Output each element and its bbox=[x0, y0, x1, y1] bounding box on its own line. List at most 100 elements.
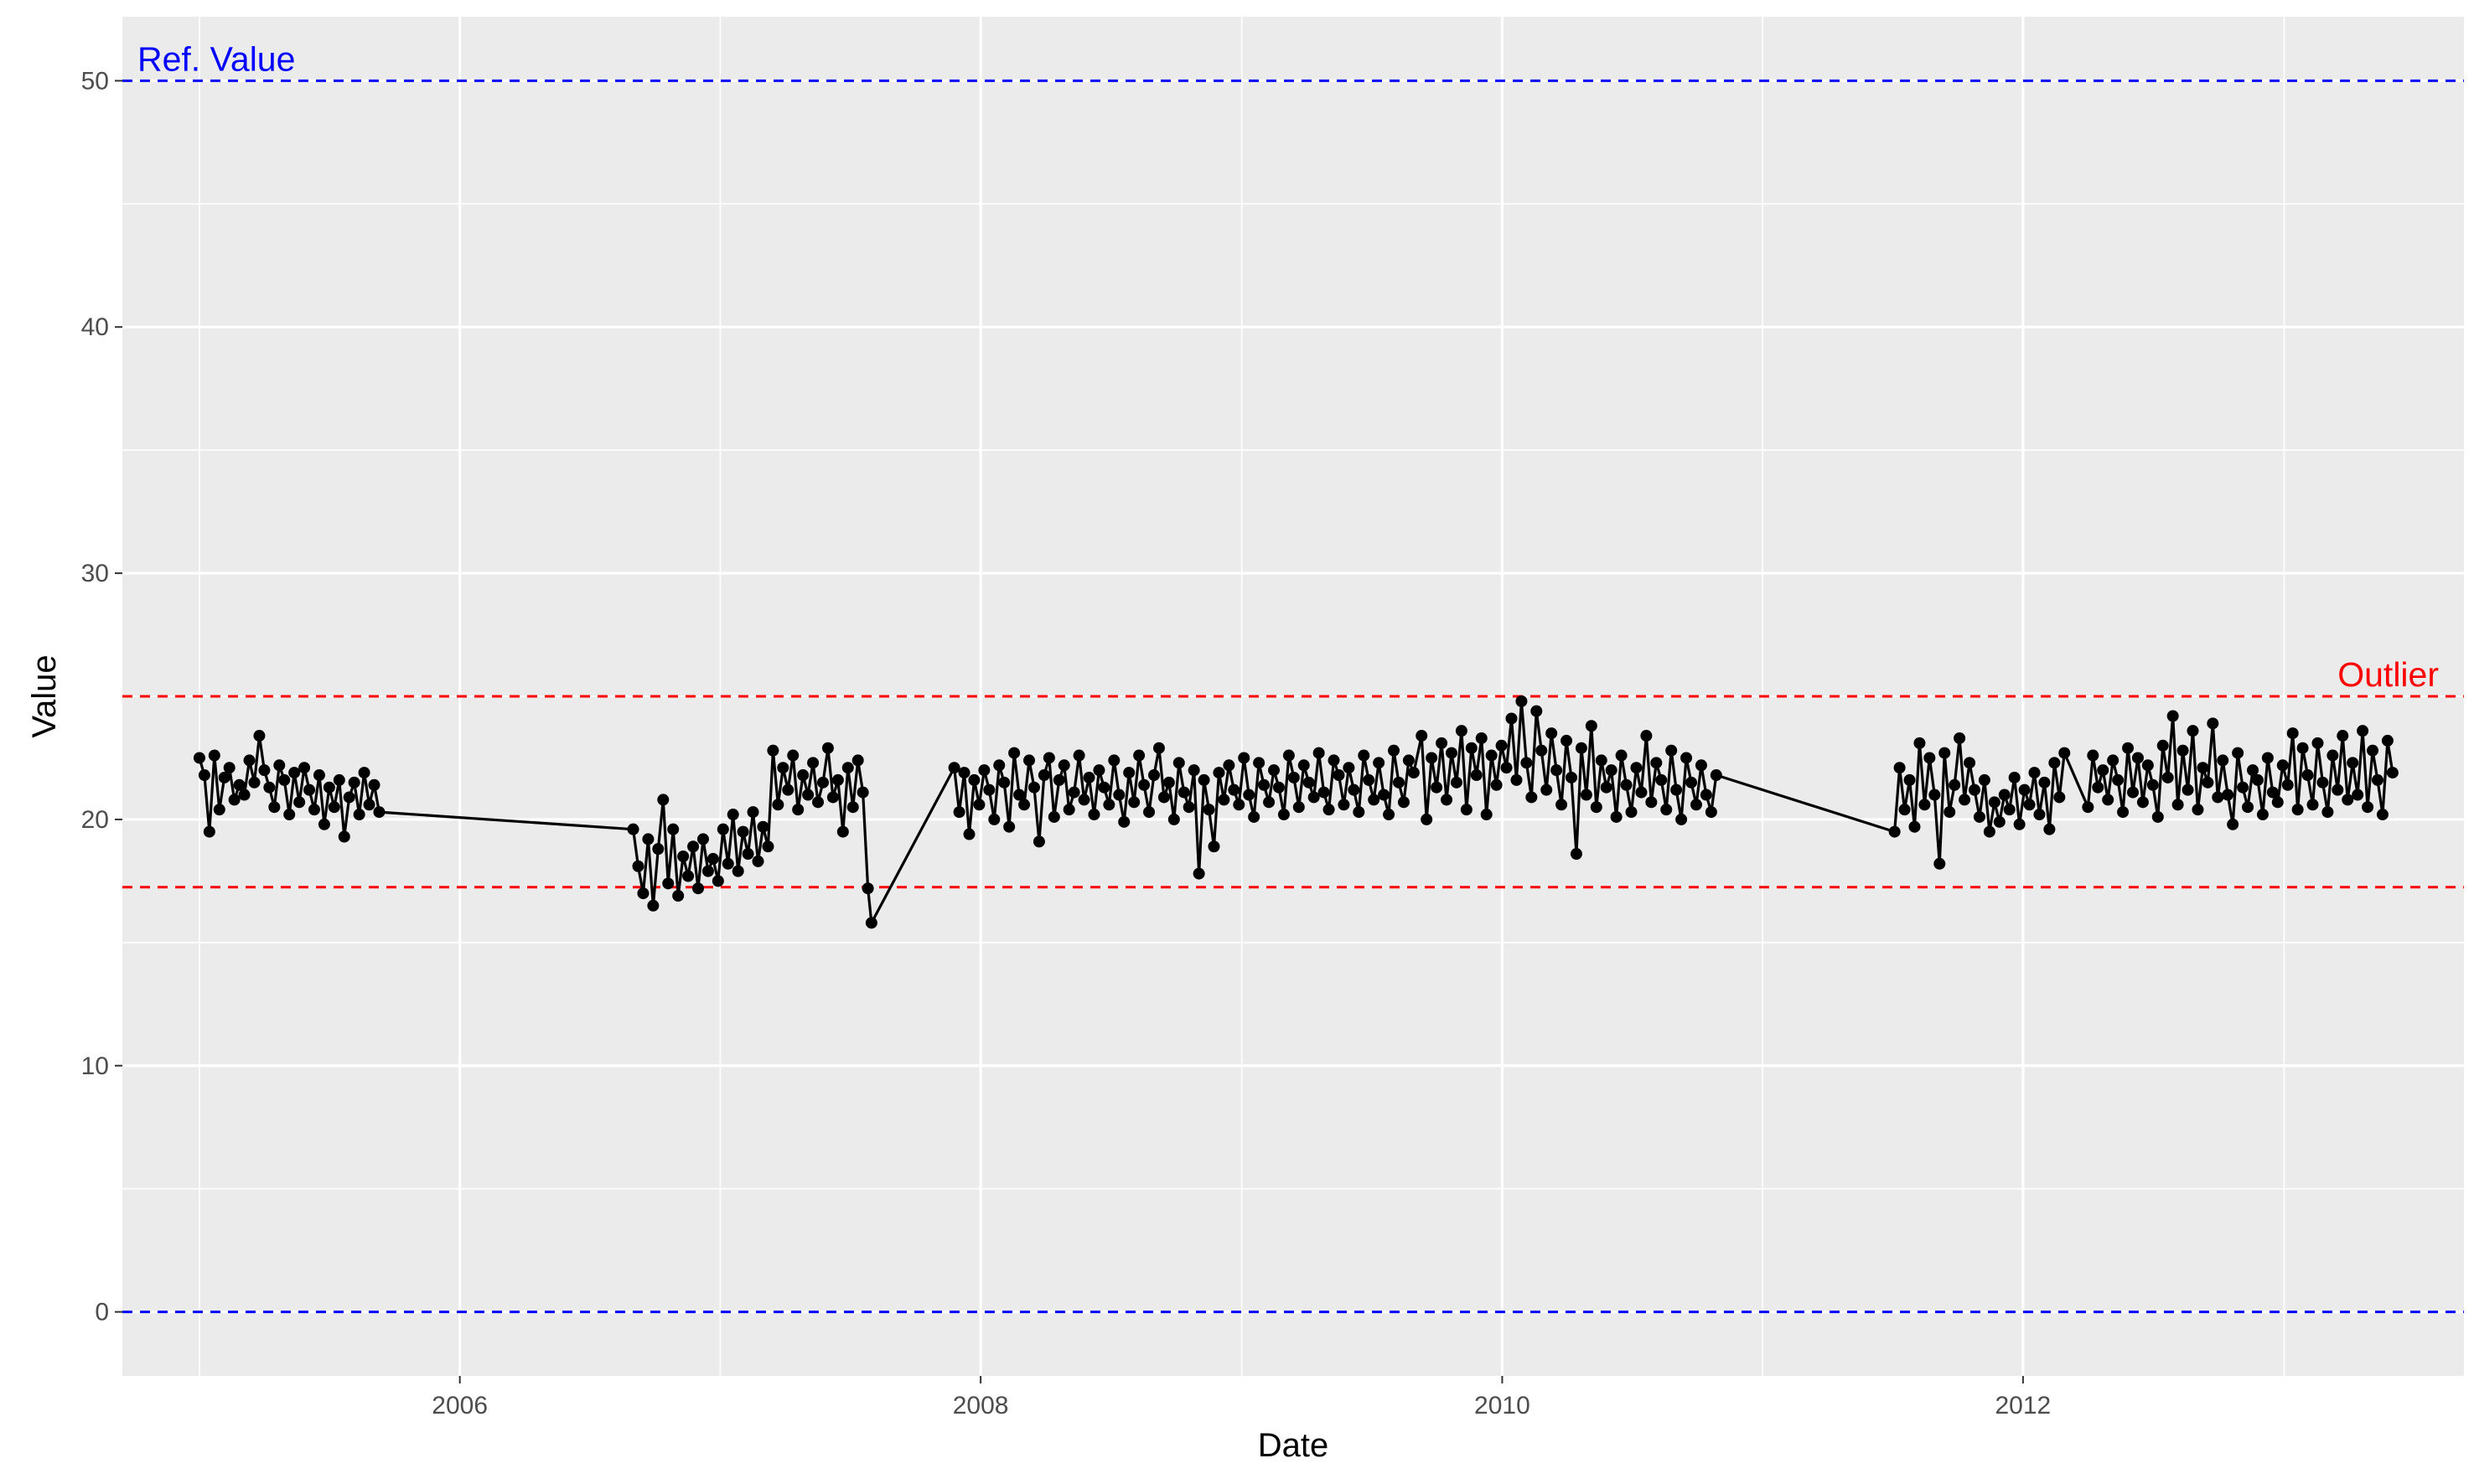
data-point bbox=[1566, 771, 1578, 783]
data-point bbox=[1013, 789, 1026, 801]
data-point bbox=[1585, 720, 1597, 732]
data-point bbox=[308, 804, 321, 816]
data-point bbox=[253, 730, 266, 742]
data-point bbox=[2237, 781, 2249, 794]
data-point bbox=[2261, 752, 2274, 764]
data-point bbox=[647, 899, 660, 912]
data-point bbox=[1465, 742, 1478, 754]
data-point bbox=[2242, 801, 2254, 814]
data-point bbox=[1505, 712, 1518, 725]
series-line-segment bbox=[1022, 760, 1031, 805]
series-line-segment bbox=[2326, 755, 2334, 813]
series-line-segment bbox=[953, 768, 961, 813]
data-point bbox=[1268, 764, 1281, 777]
data-point bbox=[1228, 783, 1240, 796]
series-line-segment bbox=[1440, 742, 1448, 800]
data-point bbox=[1665, 744, 1678, 757]
data-point bbox=[2097, 764, 2109, 777]
data-point bbox=[1520, 757, 1533, 769]
data-point bbox=[2092, 781, 2104, 794]
series-line-segment bbox=[358, 772, 366, 815]
data-point bbox=[2232, 747, 2244, 759]
data-point bbox=[1625, 806, 1638, 819]
series-line-segment bbox=[691, 846, 700, 889]
data-point bbox=[2146, 778, 2159, 791]
data-point bbox=[2166, 710, 2179, 722]
series-line-segment bbox=[379, 810, 634, 831]
series-line-segment bbox=[1465, 747, 1473, 810]
data-point bbox=[701, 865, 714, 877]
series-line-segment bbox=[1420, 735, 1428, 820]
series-line-segment bbox=[1978, 779, 1986, 818]
data-point bbox=[1928, 789, 1941, 801]
data-point bbox=[1680, 752, 1693, 764]
data-point bbox=[1133, 749, 1146, 762]
series-line-segment bbox=[1933, 794, 1941, 864]
data-point bbox=[2352, 789, 2364, 801]
series-line-segment bbox=[1425, 758, 1433, 820]
series-line-segment bbox=[1983, 779, 1991, 832]
data-point bbox=[1018, 799, 1031, 811]
data-point bbox=[2227, 818, 2239, 830]
data-point bbox=[757, 820, 769, 833]
data-point bbox=[1535, 744, 1548, 757]
series-line-segment bbox=[1529, 711, 1538, 798]
data-point bbox=[993, 759, 1006, 772]
data-point bbox=[1378, 789, 1390, 801]
data-point bbox=[1108, 754, 1121, 767]
series-line-segment bbox=[318, 774, 326, 825]
data-point bbox=[821, 742, 834, 754]
data-point bbox=[1258, 778, 1271, 791]
data-point bbox=[1918, 799, 1931, 811]
data-point bbox=[2207, 717, 2219, 730]
data-point bbox=[687, 840, 700, 853]
series-line-segment bbox=[1012, 752, 1021, 795]
data-point bbox=[2151, 810, 2164, 823]
data-point bbox=[1495, 739, 1508, 752]
series-line-segment bbox=[1912, 742, 1922, 827]
series-line-segment bbox=[1898, 768, 1907, 810]
data-point bbox=[2023, 799, 2036, 811]
data-point bbox=[696, 833, 709, 845]
data-point bbox=[2217, 754, 2229, 767]
data-point bbox=[1973, 810, 1985, 823]
series-line-segment bbox=[841, 768, 850, 832]
series-line-segment bbox=[1435, 742, 1443, 788]
y-axis-title: Value bbox=[26, 654, 63, 737]
data-point bbox=[1128, 796, 1141, 809]
data-point bbox=[328, 801, 340, 814]
x-tick-label: 2012 bbox=[1995, 1392, 2052, 1419]
series-line-segment bbox=[1595, 760, 1603, 808]
data-point bbox=[2362, 801, 2374, 814]
data-point bbox=[1943, 806, 1956, 819]
data-point bbox=[1969, 783, 1981, 796]
data-point bbox=[1690, 799, 1702, 811]
series-line-segment bbox=[2171, 716, 2180, 805]
series-line-segment bbox=[737, 831, 745, 871]
series-line-segment bbox=[666, 829, 675, 884]
data-point bbox=[2376, 809, 2389, 821]
data-point bbox=[662, 877, 675, 890]
series-line-segment bbox=[1610, 769, 1618, 818]
reference-lines bbox=[122, 79, 2464, 1314]
data-point bbox=[2316, 776, 2329, 789]
series-line-segment bbox=[208, 755, 216, 832]
data-point bbox=[323, 781, 335, 794]
data-point bbox=[727, 809, 739, 821]
data-point bbox=[717, 823, 729, 835]
data-point bbox=[1530, 705, 1543, 717]
data-point bbox=[223, 762, 235, 774]
data-point bbox=[288, 767, 301, 779]
series-line-segment bbox=[1312, 752, 1321, 798]
data-point bbox=[1983, 825, 1995, 838]
data-point bbox=[268, 801, 281, 814]
data-point bbox=[2332, 783, 2344, 796]
series-line-segment bbox=[2296, 747, 2305, 810]
series-line-segment bbox=[846, 768, 855, 808]
series-line-segment bbox=[1357, 755, 1365, 813]
data-point bbox=[1223, 759, 1235, 772]
data-point bbox=[1550, 764, 1563, 777]
data-point bbox=[1655, 773, 1668, 786]
data-point bbox=[1333, 769, 1345, 782]
data-point bbox=[1238, 752, 1250, 764]
